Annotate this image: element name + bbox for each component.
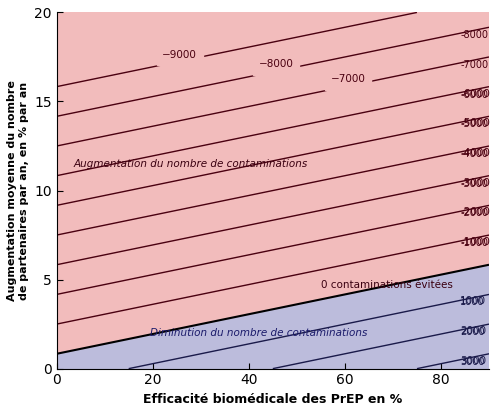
Text: Diminution du nombre de contaminations: Diminution du nombre de contaminations — [150, 328, 367, 338]
Text: −8000: −8000 — [258, 59, 294, 69]
Text: -1000: -1000 — [460, 237, 490, 247]
Text: 3000: 3000 — [460, 357, 484, 367]
Text: 2000: 2000 — [460, 327, 485, 337]
Text: -7000: -7000 — [460, 60, 488, 70]
Text: 1000: 1000 — [460, 297, 484, 307]
Text: −7000: −7000 — [330, 74, 366, 84]
Text: -2000: -2000 — [460, 207, 490, 217]
Text: -4000: -4000 — [460, 149, 488, 159]
Text: 3000: 3000 — [460, 356, 486, 366]
Text: 0 contaminations évitées: 0 contaminations évitées — [321, 280, 452, 290]
Text: -5000: -5000 — [460, 118, 490, 128]
Text: -6000: -6000 — [460, 90, 488, 100]
Text: 1000: 1000 — [460, 297, 486, 306]
Text: Augmentation du nombre de contaminations: Augmentation du nombre de contaminations — [74, 159, 308, 169]
Text: -3000: -3000 — [460, 178, 488, 189]
Text: -1000: -1000 — [460, 238, 488, 248]
Text: -4000: -4000 — [460, 148, 490, 158]
Text: -5000: -5000 — [460, 119, 488, 129]
Text: -6000: -6000 — [460, 88, 490, 99]
Text: −9000: −9000 — [162, 50, 197, 59]
X-axis label: Efficacité biomédicale des PrEP en %: Efficacité biomédicale des PrEP en % — [143, 393, 403, 406]
Y-axis label: Augmentation moyenne du nombre
de partenaires par an, en % par an: Augmentation moyenne du nombre de parten… — [7, 80, 28, 301]
Text: -3000: -3000 — [460, 178, 490, 188]
Text: 2000: 2000 — [460, 326, 486, 336]
Text: -2000: -2000 — [460, 208, 488, 218]
Text: -8000: -8000 — [460, 30, 488, 40]
